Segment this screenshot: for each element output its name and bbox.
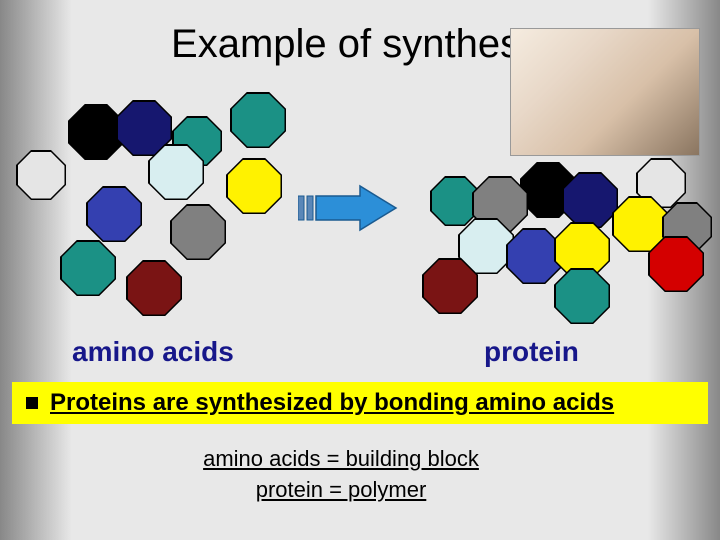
amino-acid-octagon [60,240,116,296]
definition-box: amino acids = building block protein = p… [156,440,526,512]
amino-acid-octagon [230,92,286,148]
definition-line2: protein = polymer [156,475,526,506]
protein-octagon [422,258,478,314]
amino-acid-octagon [126,260,182,316]
protein-octagon [648,236,704,292]
amino-acid-octagon [226,158,282,214]
label-protein: protein [484,336,579,368]
bullet-square-icon [26,397,38,409]
amino-acid-octagon [86,186,142,242]
bullet-text: Proteins are synthesized by bonding amin… [50,389,614,417]
protein-octagon [554,268,610,324]
synthesis-arrow [298,184,398,232]
label-amino-acids: amino acids [72,336,234,368]
amino-acid-octagon [148,144,204,200]
amino-acid-octagon [170,204,226,260]
arm-photo [510,28,700,156]
amino-acid-octagon [16,150,66,200]
definition-line1: amino acids = building block [156,444,526,475]
protein-octagon [562,172,618,228]
bullet-highlight: Proteins are synthesized by bonding amin… [12,382,708,424]
